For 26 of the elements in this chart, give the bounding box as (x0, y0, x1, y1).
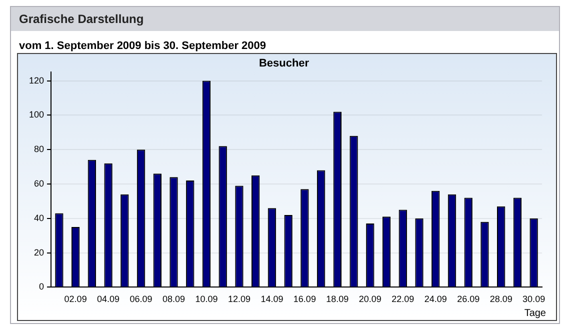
y-tick-label: 60 (34, 178, 44, 188)
x-tick-label: 18.09 (326, 294, 349, 304)
x-tick-label: 30.09 (522, 294, 546, 304)
chart-title: Besucher (258, 58, 310, 70)
text: Grafische Darstellung (11, 7, 559, 31)
x-tick-label: 12.09 (228, 294, 250, 304)
y-tick-label: 40 (34, 212, 44, 223)
x-tick-label: 10.09 (195, 294, 218, 304)
x-tick-label: 02.09 (64, 294, 87, 304)
y-tick-label: 120 (28, 75, 44, 86)
x-tick-label: 26.09 (457, 294, 480, 304)
y-tick-label: 100 (28, 110, 44, 120)
chart-subtitle: vom 1. September 2009 bis 30. September 2009 (19, 39, 268, 53)
x-tick-label: 14.09 (260, 294, 284, 304)
x-tick-label: 04.09 (97, 294, 120, 304)
x-tick-label: 24.09 (424, 294, 447, 304)
y-tick-label: 0 (39, 282, 44, 292)
y-tick-label: 80 (34, 144, 44, 154)
x-tick-label: 20.09 (358, 294, 382, 304)
x-tick-label: 22.09 (392, 294, 414, 304)
x-axis-title: Tage (524, 308, 546, 319)
x-tick-label: 06.09 (130, 294, 152, 304)
x-tick-label: 28.09 (490, 294, 512, 304)
x-tick-label: 08.09 (162, 294, 186, 304)
x-tick-label: 16.09 (293, 294, 316, 304)
y-tick-label: 20 (34, 247, 44, 258)
